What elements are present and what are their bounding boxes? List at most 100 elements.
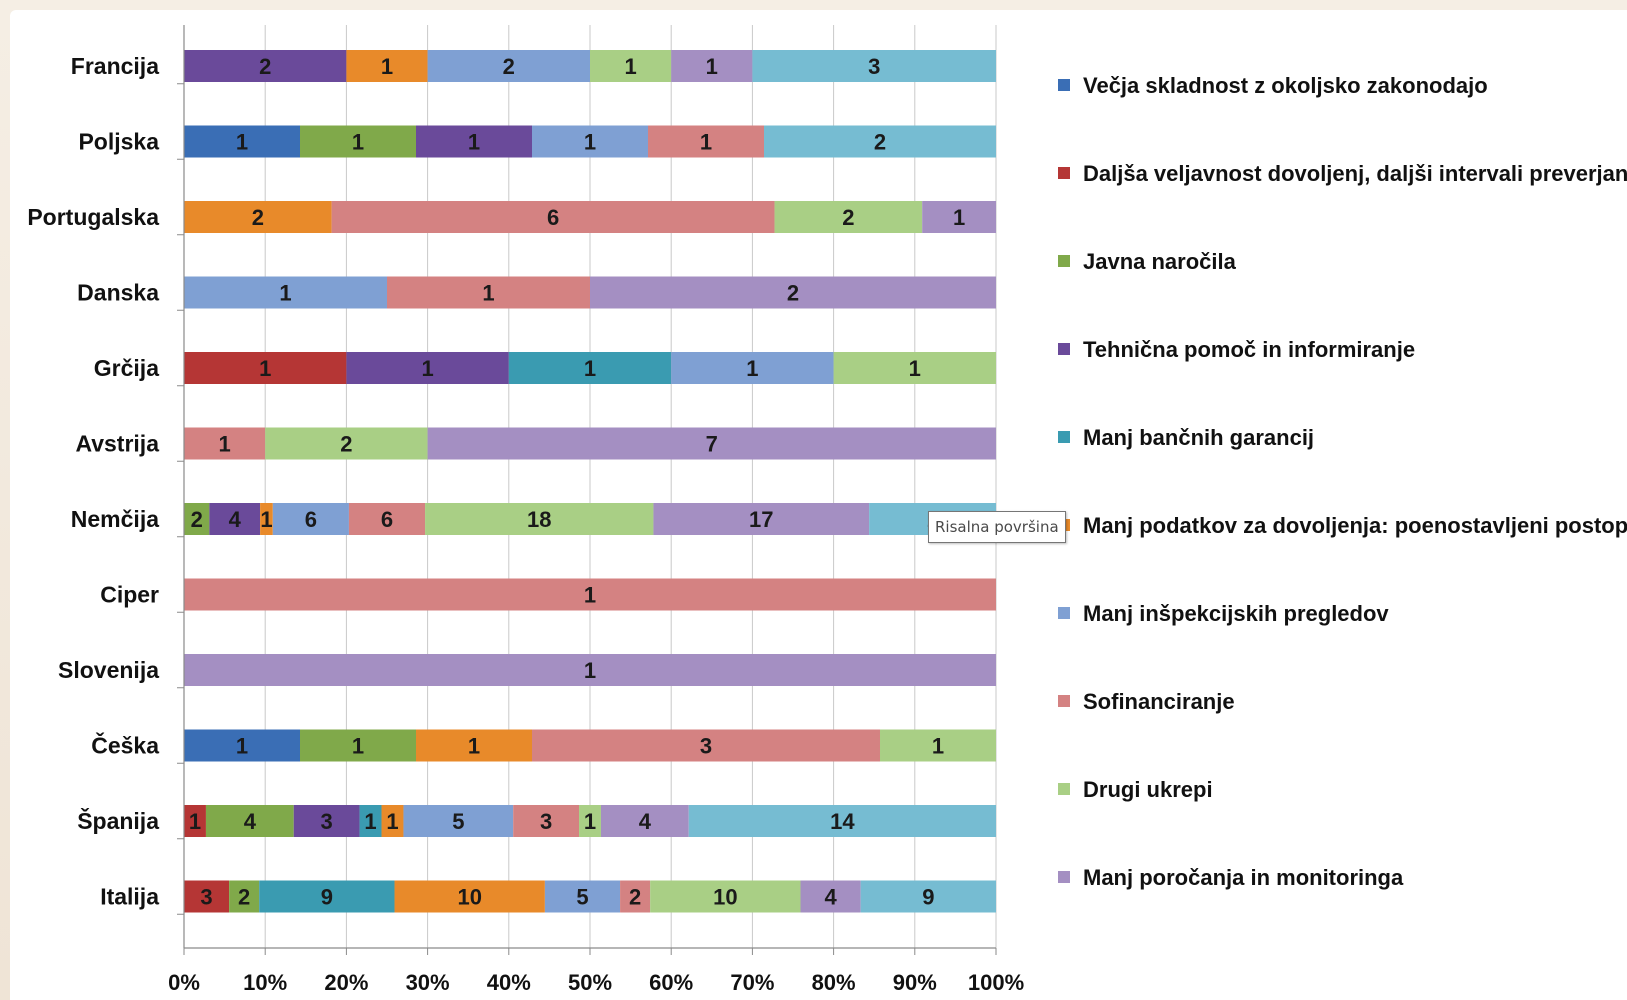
data-label: 1: [706, 54, 718, 79]
bar-segment-sofinanciranje: [348, 503, 426, 535]
bar-row-grcija: 1 1 1 1 1: [184, 352, 996, 384]
data-label: 2: [340, 432, 352, 457]
data-label: 2: [238, 885, 250, 910]
bar-segment-javna-narocila: [205, 805, 294, 837]
bar-segment-manj-inspekcijskih-pregledov: [427, 50, 590, 82]
legend-swatch: [1058, 79, 1070, 91]
bar-segment-manj-podatkov-za-dovoljenja-poenostavljeni-postopki: [394, 880, 545, 913]
legend-item-tehnicna-pomoc-in-informiranje: Tehnična pomoč in informiranje: [1058, 337, 1415, 362]
x-tick-label: 90%: [893, 970, 937, 995]
data-label: 1: [260, 507, 272, 532]
data-label: 5: [452, 809, 464, 834]
data-label: 1: [364, 809, 376, 834]
category-label: Portugalska: [27, 204, 159, 230]
legend-label: Javna naročila: [1083, 249, 1237, 274]
data-label: 1: [953, 205, 965, 230]
bar-segment-drugi-ukrepi: [265, 427, 428, 460]
bar-row-spanija: 1 4 3 1 1 5 3 1 4 14: [184, 805, 996, 837]
data-label: 2: [629, 885, 641, 910]
legend-swatch: [1058, 607, 1070, 619]
legend-label: Manj poročanja in monitoringa: [1083, 865, 1404, 890]
category-label: Grčija: [94, 355, 159, 381]
legend-item-manj-bancnih-garancij: Manj bančnih garancij: [1058, 425, 1314, 450]
data-label: 3: [700, 734, 712, 759]
bar-segment-javna-narocila: [229, 880, 260, 913]
bar-row-italija: 3 2 9 10 5 2 10 4 9: [184, 880, 996, 913]
data-label: 1: [259, 356, 271, 381]
legend-swatch: [1058, 431, 1070, 443]
category-labels: Francija Poljska Portugalska Danska Grčija Av…: [27, 53, 159, 910]
x-tick-label: 50%: [568, 970, 612, 995]
legend-swatch: [1058, 871, 1070, 883]
bar-row-danska: 1 1 2: [184, 276, 996, 309]
bar-segment-sofinanciranje: [184, 427, 266, 460]
bar-segment-sofinanciranje: [387, 276, 590, 309]
data-label: 1: [584, 809, 596, 834]
bar-segment-manj-porocanja-in-monitoringa: [590, 276, 996, 309]
bar-row-francija: 2 1 2 1 1 3: [184, 50, 996, 82]
bar-row-ceska: 1 1 1 3 1: [184, 729, 996, 762]
bar-segment-daljsa-veljavnost-dovoljenj-daljsi-intervali-preverjanj: [184, 352, 347, 384]
legend-item-drugi-ukrepi: Drugi ukrepi: [1058, 777, 1213, 802]
data-label: 5: [576, 885, 588, 910]
data-label: 1: [352, 130, 364, 155]
data-label: 10: [713, 885, 737, 910]
bar-row-portugalska: 2 6 2 1: [184, 201, 996, 233]
data-label: 14: [830, 809, 855, 834]
data-label: 1: [236, 734, 248, 759]
data-label: 1: [381, 54, 393, 79]
bar-segment-drugi-ukrepi: [590, 50, 672, 82]
legend-label: Sofinanciranje: [1083, 689, 1235, 714]
bar-segment-manj-inspekcijskih-pregledov: [532, 125, 648, 158]
legend-item-manj-podatkov-za-dovoljenja-poenostavljeni-postopki: Manj podatkov za dovoljenja: poenostavlj…: [1058, 513, 1627, 538]
data-label: 1: [279, 281, 291, 306]
data-label: 6: [305, 507, 317, 532]
legend-swatch: [1058, 783, 1070, 795]
bar-segment-sofinanciranje: [184, 578, 996, 611]
data-label: 2: [874, 130, 886, 155]
data-label: 1: [584, 130, 596, 155]
bar-segment-manj-bancnih-garancij: [860, 880, 996, 913]
data-label: 3: [540, 809, 552, 834]
bar-segment-daljsa-veljavnost-dovoljenj-daljsi-intervali-preverjanj: [184, 805, 206, 837]
data-label: 3: [321, 809, 333, 834]
legend-item-sofinanciranje: Sofinanciranje: [1058, 689, 1235, 714]
legend: Večja skladnost z okoljsko zakonodajo Dal…: [1058, 73, 1627, 890]
legend-swatch: [1058, 167, 1070, 179]
bar-segment-tehnicna-pomoc-in-informiranje: [416, 125, 532, 158]
data-label: 17: [749, 507, 773, 532]
legend-label: Večja skladnost z okoljsko zakonodajo: [1083, 73, 1488, 98]
x-tick-label: 60%: [649, 970, 693, 995]
data-label: 1: [421, 356, 433, 381]
bar-segment-manj-porocanja-in-monitoringa: [800, 880, 861, 913]
bar-segment-drugi-ukrepi: [650, 880, 801, 913]
bar-segment-manj-podatkov-za-dovoljenja-poenostavljeni-postopki: [184, 201, 332, 233]
legend-item-vecja-skladnost-z-okoljsko-zakonodajo: Večja skladnost z okoljsko zakonodajo: [1058, 73, 1488, 98]
bar-segment-sofinanciranje: [513, 805, 580, 837]
bar-segment-manj-bancnih-garancij: [359, 805, 382, 837]
legend-label: Tehnična pomoč in informiranje: [1083, 337, 1415, 362]
bar-segment-tehnicna-pomoc-in-informiranje: [346, 352, 509, 384]
x-tick-label: 20%: [324, 970, 368, 995]
data-label: 1: [584, 356, 596, 381]
data-label: 4: [229, 507, 242, 532]
data-label: 2: [787, 281, 799, 306]
bar-segment-sofinanciranje: [331, 201, 775, 233]
bar-segment-manj-porocanja-in-monitoringa: [427, 427, 997, 460]
legend-swatch: [1058, 255, 1070, 267]
category-label: Poljska: [78, 129, 159, 155]
bar-segment-tehnicna-pomoc-in-informiranje: [184, 50, 347, 82]
data-label: 4: [244, 809, 257, 834]
data-label: 1: [584, 658, 596, 683]
bar-row-poljska: 1 1 1 1 1 2: [184, 125, 996, 158]
data-label: 3: [200, 885, 212, 910]
bar-segment-manj-bancnih-garancij: [688, 805, 996, 837]
bar-segment-manj-inspekcijskih-pregledov: [272, 503, 349, 535]
bar-segment-manj-porocanja-in-monitoringa: [653, 503, 870, 535]
data-label: 1: [746, 356, 758, 381]
legend-item-daljsa-veljavnost-dovoljenj-daljsi-intervali-preverjanj: Daljša veljavnost dovoljenj, daljši inte…: [1058, 161, 1627, 186]
bar-segment-sofinanciranje: [648, 125, 764, 158]
data-label: 4: [639, 809, 652, 834]
